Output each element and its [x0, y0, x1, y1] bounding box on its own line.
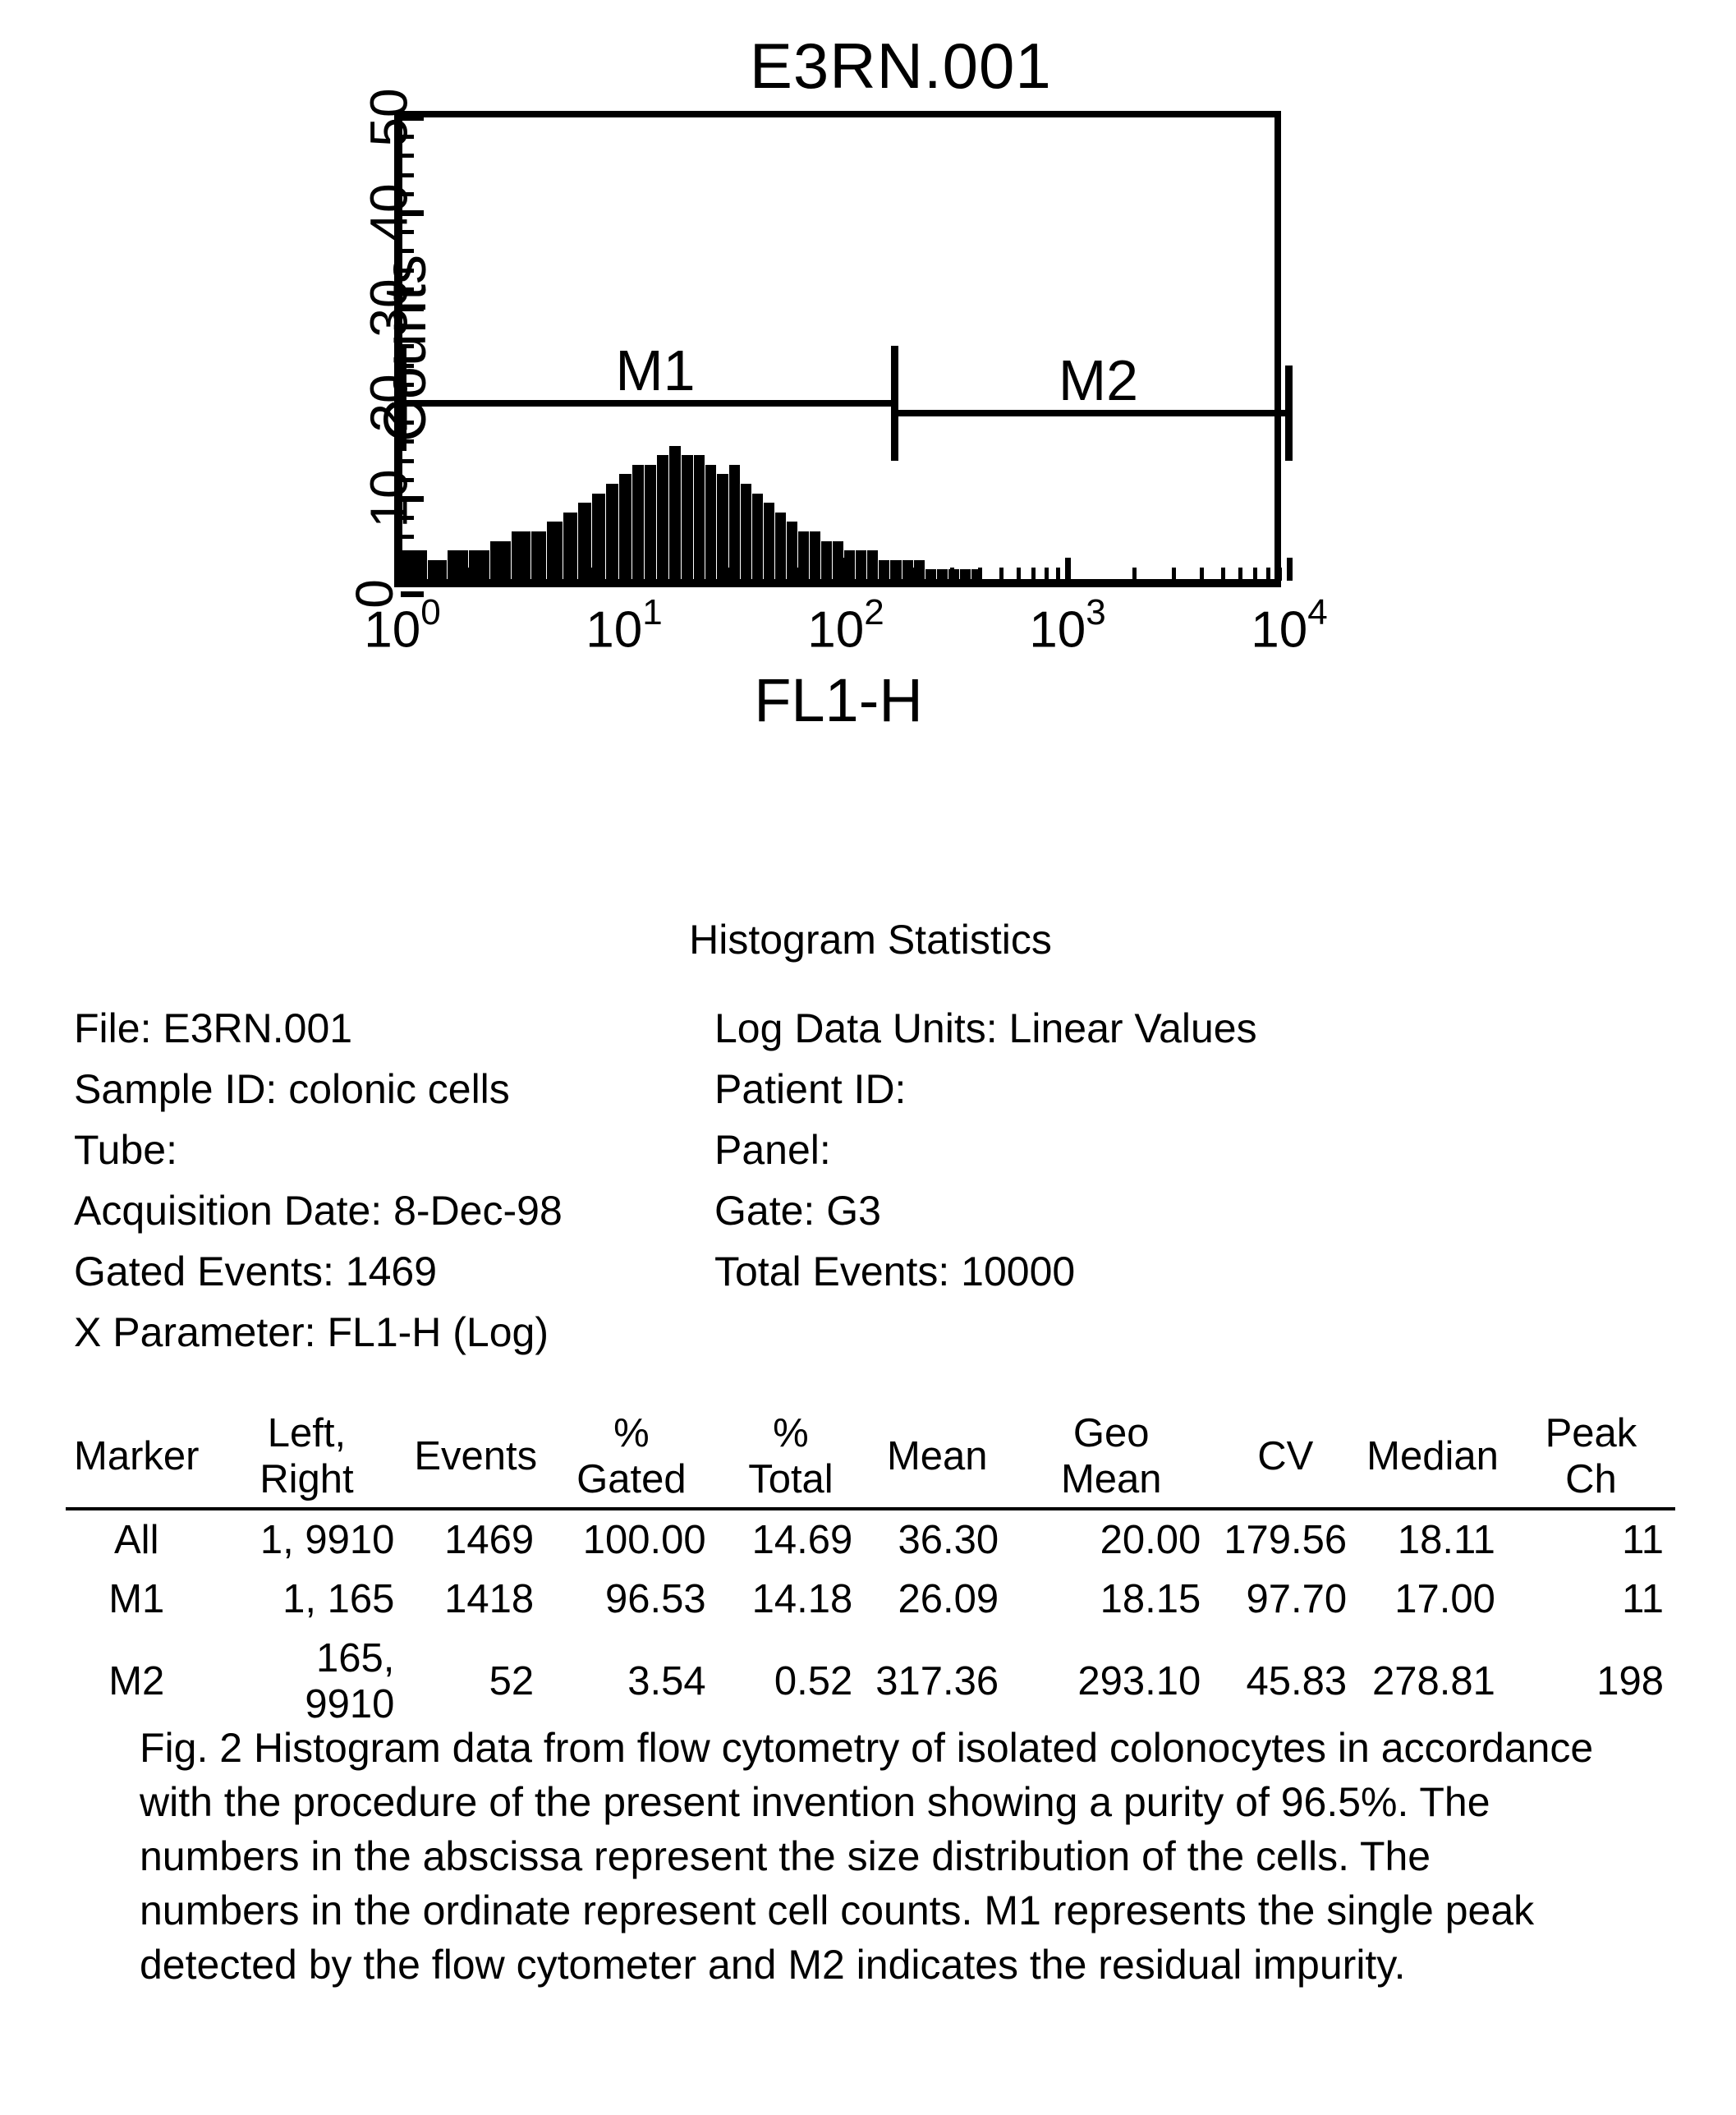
x-tick-label: 100: [364, 597, 440, 660]
meta-gated-events: Gated Events: 1469: [74, 1248, 682, 1295]
histogram-bar: [798, 531, 809, 579]
meta-log-units: Log Data Units: Linear Values: [714, 1005, 1675, 1052]
histogram-chart: E3RN.001 Counts FL1-H M1M2 01020304050 1…: [296, 29, 1445, 784]
histogram-bar: [741, 484, 751, 579]
marker-m1-label: M1: [615, 338, 695, 403]
table-column-header: Median: [1358, 1405, 1507, 1509]
table-column-header: Mean: [864, 1405, 1010, 1509]
stats-metadata: File: E3RN.001 Log Data Units: Linear Va…: [74, 1005, 1675, 1356]
histogram-bar: [879, 560, 889, 579]
table-column-header: % Gated: [545, 1405, 717, 1509]
meta-x-param: X Parameter: FL1-H (Log): [74, 1308, 682, 1356]
meta-sample-id: Sample ID: colonic cells: [74, 1065, 682, 1113]
histogram-bar: [729, 465, 740, 579]
histogram-bar: [752, 494, 763, 579]
histogram-statistics: Histogram Statistics File: E3RN.001 Log …: [66, 916, 1675, 1734]
table-row: M2165, 9910523.540.52317.36293.1045.8327…: [66, 1629, 1675, 1734]
figure-caption: Fig. 2 Histogram data from flow cytometr…: [140, 1721, 1601, 1992]
histogram-bar: [914, 560, 925, 579]
meta-acq-date: Acquisition Date: 8-Dec-98: [74, 1187, 682, 1235]
x-tick-label: 103: [1029, 597, 1105, 660]
table-column-header: CV: [1212, 1405, 1358, 1509]
marker-m2-label: M2: [1059, 347, 1138, 413]
table-column-header: Marker: [66, 1405, 207, 1509]
histogram-bar: [925, 569, 936, 579]
histogram-bar: [669, 446, 681, 579]
histogram-bar: [937, 569, 948, 579]
histogram-bar: [960, 569, 971, 579]
histogram-bar: [890, 560, 902, 579]
meta-panel: Panel:: [714, 1126, 1675, 1174]
histogram-bar: [867, 550, 878, 579]
histogram-bar: [856, 550, 866, 579]
histogram-bar: [592, 494, 605, 579]
histogram-bar: [705, 465, 716, 579]
histogram-bar: [717, 474, 728, 579]
histogram-bar: [764, 503, 774, 579]
histogram-bar: [606, 484, 618, 579]
histogram-bar: [469, 550, 489, 579]
histogram-bar: [645, 465, 656, 579]
histogram-bar: [547, 522, 562, 579]
meta-tube: Tube:: [74, 1126, 682, 1174]
table-header-row: MarkerLeft, RightEvents% Gated% TotalMea…: [66, 1405, 1675, 1509]
meta-gate: Gate: G3: [714, 1187, 1675, 1235]
meta-total-events: Total Events: 10000: [714, 1248, 1675, 1295]
histogram-bar: [632, 465, 644, 579]
x-tick-label: 102: [807, 597, 884, 660]
x-tick-label: 101: [586, 597, 662, 660]
table-column-header: Left, Right: [207, 1405, 406, 1509]
table-row: All1, 99101469100.0014.6936.3020.00179.5…: [66, 1509, 1675, 1570]
x-tick-label: 104: [1251, 597, 1327, 660]
histogram-bar: [512, 531, 530, 579]
histogram-bar: [448, 550, 468, 579]
meta-file: File: E3RN.001: [74, 1005, 682, 1052]
histogram-bar: [694, 455, 705, 579]
table-column-header: Peak Ch: [1507, 1405, 1675, 1509]
stats-table: MarkerLeft, RightEvents% Gated% TotalMea…: [66, 1405, 1675, 1734]
table-column-header: Events: [406, 1405, 545, 1509]
histogram-bars: [402, 117, 1274, 579]
table-column-header: Geo Mean: [1010, 1405, 1212, 1509]
y-tick-label: 50: [359, 88, 420, 146]
histogram-bar: [428, 560, 447, 579]
meta-patient-id: Patient ID:: [714, 1065, 1675, 1113]
stats-title: Histogram Statistics: [66, 916, 1675, 963]
table-row: M11, 165141896.5314.1826.0918.1597.7017.…: [66, 1570, 1675, 1629]
x-axis-label: FL1-H: [754, 665, 923, 735]
histogram-bar: [682, 455, 693, 579]
table-column-header: % Total: [718, 1405, 865, 1509]
chart-title: E3RN.001: [750, 29, 1052, 103]
plot-area: Counts FL1-H M1M2 01020304050 1001011021…: [394, 111, 1281, 587]
histogram-bar: [531, 531, 547, 579]
histogram-bar: [657, 455, 668, 579]
